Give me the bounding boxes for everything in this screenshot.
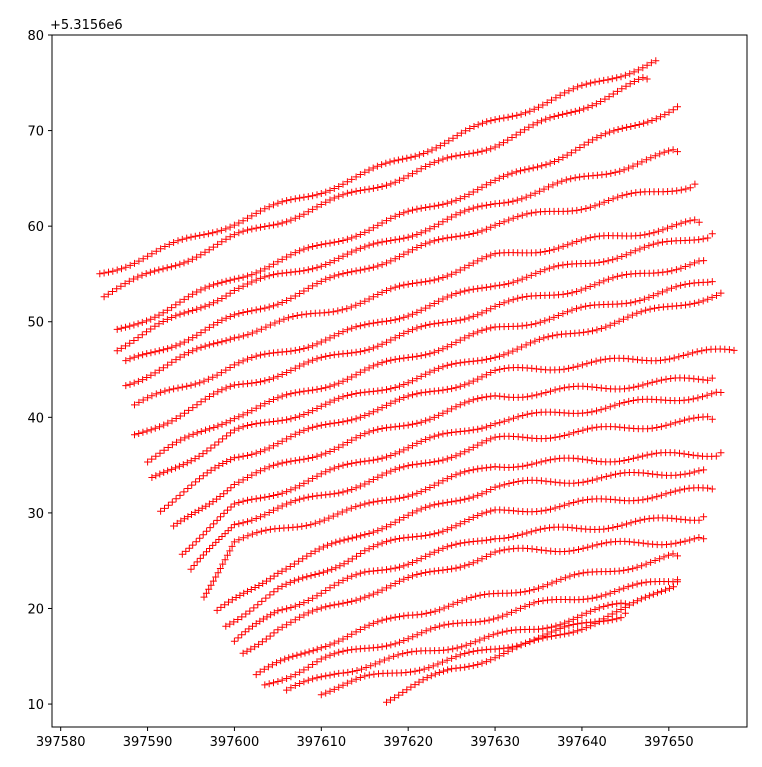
plus-markers xyxy=(187,413,716,573)
plus-markers xyxy=(261,576,681,689)
plus-markers xyxy=(213,466,708,614)
track-series xyxy=(113,146,681,355)
x-tick-label: 397630 xyxy=(470,735,520,750)
track-series xyxy=(213,466,708,614)
track-series xyxy=(230,513,708,645)
plus-markers xyxy=(122,180,699,365)
track-series xyxy=(283,599,629,694)
plus-markers xyxy=(122,216,703,390)
plus-markers xyxy=(113,146,681,355)
track-series xyxy=(122,216,703,390)
x-tick-label: 397590 xyxy=(123,735,173,750)
plus-markers xyxy=(131,230,716,409)
plus-markers xyxy=(96,57,660,278)
y-tick-label: 40 xyxy=(27,411,44,426)
y-tick-label: 10 xyxy=(27,698,44,713)
track-series xyxy=(170,374,716,530)
track-series xyxy=(131,257,708,439)
plus-markers xyxy=(113,103,681,333)
track-series xyxy=(144,278,716,466)
plot-background xyxy=(52,35,747,727)
x-axis: 397580 397590 397600 397610 397620 397630 3976… xyxy=(36,727,694,750)
x-tick-label: 397610 xyxy=(296,735,346,750)
y-tick-label: 20 xyxy=(27,602,44,617)
track-series xyxy=(131,230,716,409)
track-series xyxy=(200,449,725,601)
x-tick-label: 397620 xyxy=(383,735,433,750)
plus-markers xyxy=(252,550,681,679)
track-series xyxy=(157,345,738,515)
plus-markers xyxy=(178,388,725,558)
plus-markers xyxy=(222,484,716,630)
track-series xyxy=(178,388,725,558)
plus-markers xyxy=(170,374,716,530)
track-series xyxy=(187,413,716,573)
x-tick-label: 397640 xyxy=(557,735,607,750)
x-tick-label: 397600 xyxy=(210,735,260,750)
track-series xyxy=(222,484,716,630)
y-tick-label: 50 xyxy=(27,316,44,331)
plus-markers xyxy=(239,534,708,657)
track-series xyxy=(96,57,660,278)
plus-markers xyxy=(131,257,708,439)
track-series xyxy=(239,534,708,657)
track-series xyxy=(261,576,681,689)
track-series xyxy=(113,103,681,333)
plus-markers xyxy=(230,513,708,645)
plot-frame xyxy=(51,34,748,728)
y-offset-label: +5.3156e6 xyxy=(50,18,123,33)
y-tick-label: 30 xyxy=(27,507,44,522)
track-series xyxy=(100,74,651,301)
track-series xyxy=(383,578,681,706)
plus-markers xyxy=(148,289,725,481)
x-tick-label: 397650 xyxy=(644,735,694,750)
y-tick-label: 70 xyxy=(27,125,44,140)
y-axis: 10 20 30 40 50 60 70 80 xyxy=(27,29,52,713)
track-series xyxy=(122,180,699,365)
track-series xyxy=(252,550,681,679)
x-tick-label: 397580 xyxy=(36,735,86,750)
plus-markers xyxy=(144,278,716,466)
y-tick-label: 80 xyxy=(27,29,44,44)
data-points xyxy=(96,57,738,706)
track-series xyxy=(148,289,725,481)
plus-markers xyxy=(100,74,651,301)
y-tick-label: 60 xyxy=(27,220,44,235)
plus-markers xyxy=(200,449,725,601)
plus-markers xyxy=(157,345,738,515)
plus-markers xyxy=(283,599,629,694)
plus-markers xyxy=(383,578,681,706)
